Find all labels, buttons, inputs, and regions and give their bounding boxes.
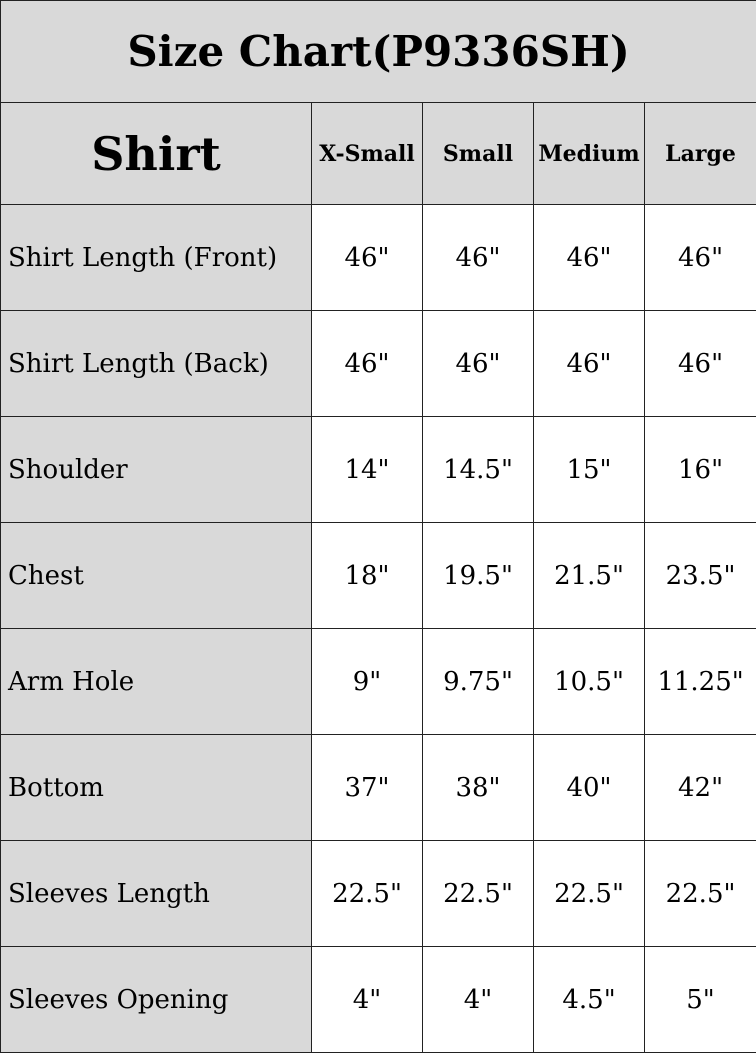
measurement-value: 9" [312, 629, 423, 735]
measurement-value: 21.5" [534, 523, 645, 629]
measurement-value: 14.5" [423, 417, 534, 523]
measurement-value: 16" [645, 417, 756, 523]
measurement-label: Shirt Length (Front) [1, 205, 312, 311]
measurement-value: 18" [312, 523, 423, 629]
measurement-value: 22.5" [423, 841, 534, 947]
size-header-large: Large [645, 103, 756, 205]
measurement-label: Sleeves Opening [1, 947, 312, 1053]
measurement-value: 46" [423, 311, 534, 417]
measurement-value: 10.5" [534, 629, 645, 735]
measurement-label: Chest [1, 523, 312, 629]
measurement-label: Shirt Length (Back) [1, 311, 312, 417]
section-heading: Shirt [1, 103, 312, 205]
measurement-value: 22.5" [312, 841, 423, 947]
measurement-value: 46" [534, 311, 645, 417]
measurement-value: 46" [312, 205, 423, 311]
measurement-value: 37" [312, 735, 423, 841]
measurement-value: 19.5" [423, 523, 534, 629]
measurement-value: 40" [534, 735, 645, 841]
table-row: Shirt Length (Front)46"46"46"46" [1, 205, 756, 311]
table-row: Shirt Length (Back)46"46"46"46" [1, 311, 756, 417]
measurement-label: Shoulder [1, 417, 312, 523]
measurement-value: 14" [312, 417, 423, 523]
measurement-value: 9.75" [423, 629, 534, 735]
measurement-value: 38" [423, 735, 534, 841]
size-header-small: Small [423, 103, 534, 205]
measurement-label: Arm Hole [1, 629, 312, 735]
measurement-value: 11.25" [645, 629, 756, 735]
header-row: Shirt X-Small Small Medium Large [1, 103, 756, 205]
measurement-value: 15" [534, 417, 645, 523]
measurement-label: Bottom [1, 735, 312, 841]
measurement-value: 46" [423, 205, 534, 311]
measurement-value: 22.5" [534, 841, 645, 947]
measurement-value: 22.5" [645, 841, 756, 947]
measurement-value: 4" [423, 947, 534, 1053]
measurement-value: 46" [534, 205, 645, 311]
measurement-value: 4.5" [534, 947, 645, 1053]
measurement-value: 46" [645, 205, 756, 311]
measurement-value: 5" [645, 947, 756, 1053]
measurement-value: 23.5" [645, 523, 756, 629]
measurement-value: 46" [312, 311, 423, 417]
chart-title: Size Chart(P9336SH) [1, 1, 756, 103]
size-header-xsmall: X-Small [312, 103, 423, 205]
measurement-value: 46" [645, 311, 756, 417]
measurement-value: 42" [645, 735, 756, 841]
measurement-value: 4" [312, 947, 423, 1053]
measurement-label: Sleeves Length [1, 841, 312, 947]
size-header-medium: Medium [534, 103, 645, 205]
